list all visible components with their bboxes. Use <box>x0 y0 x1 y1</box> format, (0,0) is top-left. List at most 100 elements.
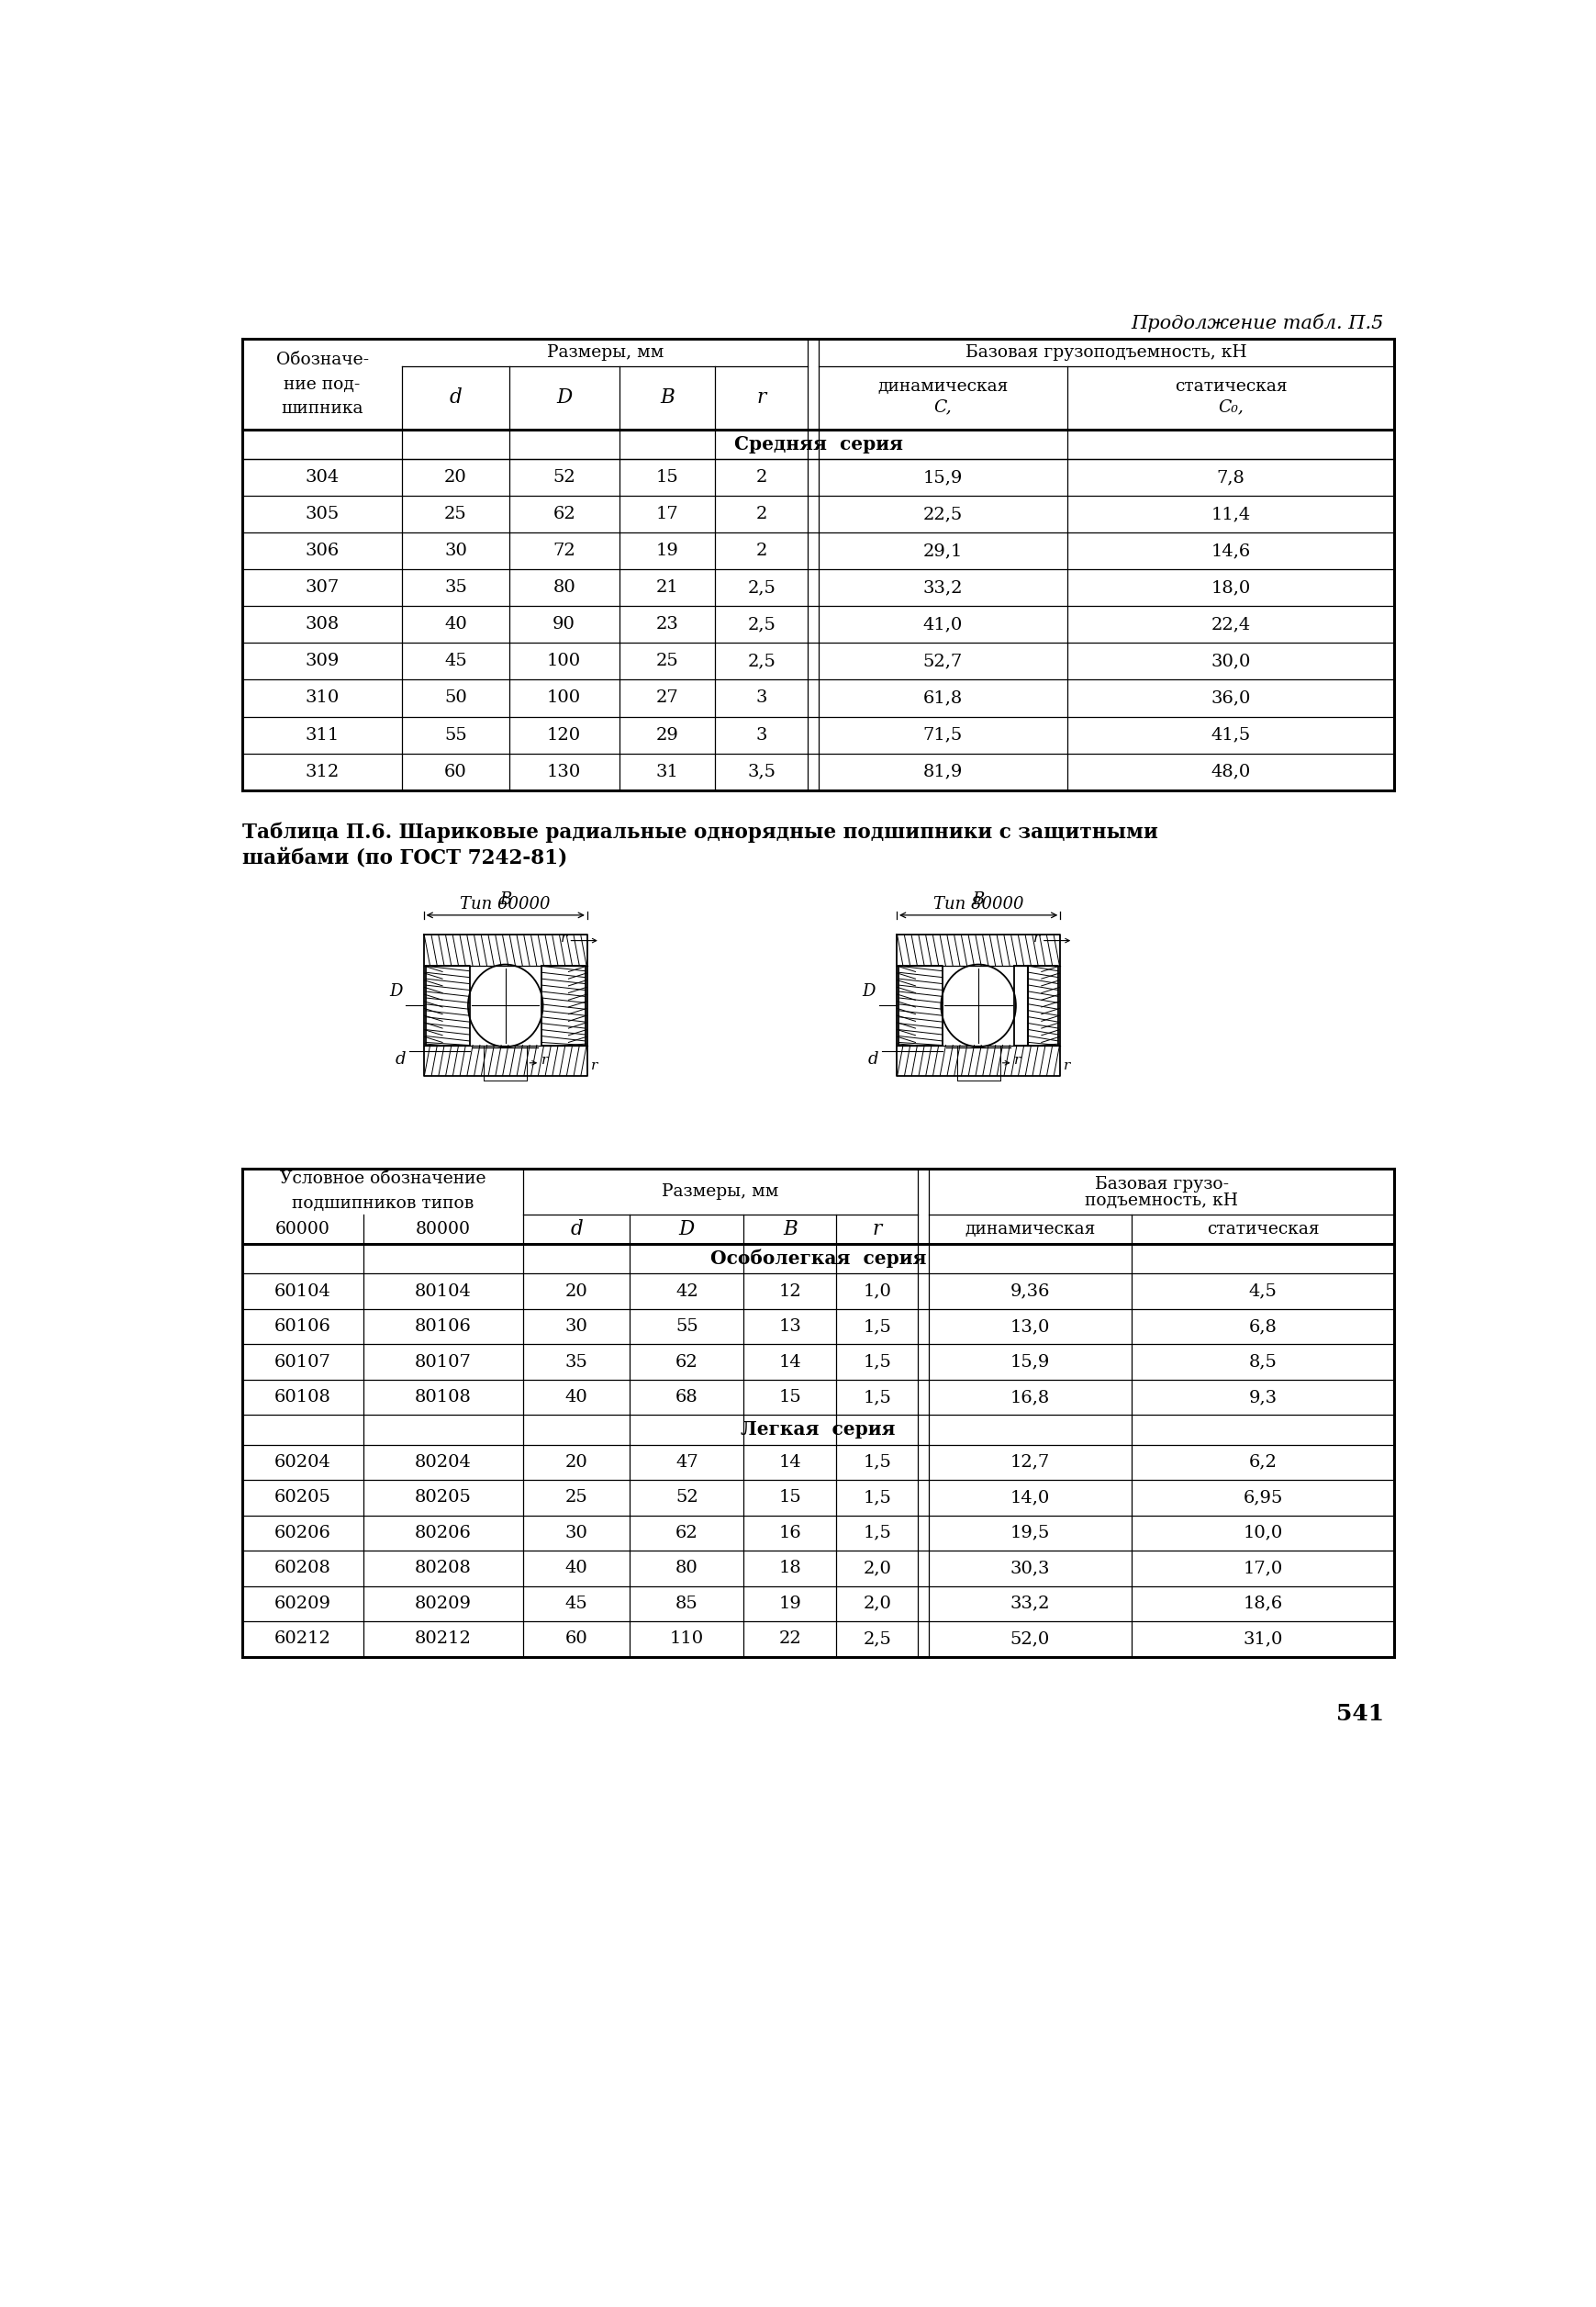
Text: r: r <box>1013 1054 1020 1066</box>
Text: 10,0: 10,0 <box>1242 1525 1282 1541</box>
Text: 17: 17 <box>656 505 678 524</box>
Text: 50: 50 <box>444 690 466 706</box>
Text: 19,5: 19,5 <box>1010 1525 1049 1541</box>
Text: 30: 30 <box>444 542 466 558</box>
Text: 6,95: 6,95 <box>1242 1490 1282 1506</box>
Text: 30: 30 <box>565 1317 587 1336</box>
Text: 1,5: 1,5 <box>862 1317 891 1336</box>
Text: 3,5: 3,5 <box>747 764 776 780</box>
Text: 100: 100 <box>547 690 581 706</box>
Text: 55: 55 <box>675 1317 697 1336</box>
Text: 14,0: 14,0 <box>1010 1490 1049 1506</box>
Text: подъемность, кН: подъемность, кН <box>1084 1193 1237 1209</box>
Text: 312: 312 <box>305 764 340 780</box>
Text: 19: 19 <box>656 542 678 558</box>
Text: 6,2: 6,2 <box>1248 1453 1277 1470</box>
Text: Средняя  серия: Средняя серия <box>734 436 902 454</box>
Text: 62: 62 <box>675 1354 697 1370</box>
Text: Условное обозначение
подшипников типов: Условное обозначение подшипников типов <box>279 1172 485 1211</box>
Text: d: d <box>570 1218 583 1239</box>
Text: 25: 25 <box>444 505 466 524</box>
Text: 307: 307 <box>305 579 340 595</box>
Text: 1,5: 1,5 <box>862 1354 891 1370</box>
Text: 80: 80 <box>552 579 575 595</box>
Text: d: d <box>396 1052 405 1068</box>
Text: 60000: 60000 <box>275 1220 330 1237</box>
Text: 13: 13 <box>779 1317 801 1336</box>
Text: 40: 40 <box>565 1389 587 1405</box>
Text: 47: 47 <box>675 1453 697 1470</box>
Text: 16,8: 16,8 <box>1010 1389 1049 1405</box>
Text: 81,9: 81,9 <box>922 764 962 780</box>
Text: 2,5: 2,5 <box>862 1631 891 1647</box>
Text: 8,5: 8,5 <box>1248 1354 1277 1370</box>
Text: C,: C, <box>934 399 951 415</box>
Text: 80204: 80204 <box>415 1453 471 1470</box>
Text: 2: 2 <box>755 542 766 558</box>
Text: 62: 62 <box>675 1525 697 1541</box>
Text: 61,8: 61,8 <box>922 690 962 706</box>
Text: 6,8: 6,8 <box>1248 1317 1277 1336</box>
Text: 18,0: 18,0 <box>1210 579 1250 595</box>
Text: 60208: 60208 <box>275 1560 330 1576</box>
Text: 45: 45 <box>565 1596 587 1613</box>
Text: 1,5: 1,5 <box>862 1490 891 1506</box>
Text: 80: 80 <box>675 1560 697 1576</box>
Text: 60209: 60209 <box>275 1596 330 1613</box>
Text: B: B <box>500 891 511 909</box>
Text: 52,7: 52,7 <box>922 653 962 669</box>
Text: 2,5: 2,5 <box>747 616 776 632</box>
Text: 18: 18 <box>779 1560 801 1576</box>
Text: 1,5: 1,5 <box>862 1389 891 1405</box>
Text: 80212: 80212 <box>415 1631 471 1647</box>
Text: 2: 2 <box>755 468 766 487</box>
Text: Тип 60000: Тип 60000 <box>460 895 551 914</box>
Text: 100: 100 <box>547 653 581 669</box>
Text: 60206: 60206 <box>275 1525 330 1541</box>
Text: 2,5: 2,5 <box>747 579 776 595</box>
Text: 42: 42 <box>675 1283 697 1299</box>
Text: 41,5: 41,5 <box>1210 727 1250 743</box>
Text: 40: 40 <box>444 616 466 632</box>
Text: 15,9: 15,9 <box>922 468 962 487</box>
Text: 60212: 60212 <box>275 1631 330 1647</box>
Text: 60106: 60106 <box>275 1317 330 1336</box>
Text: 60104: 60104 <box>275 1283 330 1299</box>
Text: Особолегкая  серия: Особолегкая серия <box>710 1250 926 1269</box>
Text: 22,4: 22,4 <box>1210 616 1250 632</box>
Text: Таблица П.6. Шариковые радиальные однорядные подшипники с защитными: Таблица П.6. Шариковые радиальные одноря… <box>243 821 1157 842</box>
Text: 120: 120 <box>547 727 581 743</box>
Text: 2,5: 2,5 <box>747 653 776 669</box>
Text: 80107: 80107 <box>415 1354 471 1370</box>
Text: 85: 85 <box>675 1596 697 1613</box>
Text: r: r <box>757 388 766 408</box>
Text: 304: 304 <box>305 468 340 487</box>
Text: Базовая грузоподъемность, кН: Базовая грузоподъемность, кН <box>966 344 1246 360</box>
Text: 90: 90 <box>552 616 575 632</box>
Text: 14: 14 <box>779 1453 801 1470</box>
Text: 15,9: 15,9 <box>1010 1354 1049 1370</box>
Text: 12: 12 <box>779 1283 801 1299</box>
Text: 21: 21 <box>656 579 678 595</box>
Text: 52: 52 <box>675 1490 697 1506</box>
Text: r: r <box>591 1059 597 1073</box>
Text: 15: 15 <box>656 468 678 487</box>
Text: 45: 45 <box>444 653 466 669</box>
Text: 311: 311 <box>305 727 340 743</box>
Text: D: D <box>678 1218 694 1239</box>
Text: 17,0: 17,0 <box>1242 1560 1282 1576</box>
Text: 41,0: 41,0 <box>922 616 962 632</box>
Text: 60: 60 <box>444 764 466 780</box>
Text: 15: 15 <box>779 1490 801 1506</box>
Text: 7,8: 7,8 <box>1216 468 1245 487</box>
Text: Продолжение табл. П.5: Продолжение табл. П.5 <box>1130 314 1384 332</box>
Text: 62: 62 <box>552 505 575 524</box>
Text: 110: 110 <box>669 1631 704 1647</box>
Text: 306: 306 <box>305 542 340 558</box>
Text: C₀,: C₀, <box>1218 399 1243 415</box>
Text: 30: 30 <box>565 1525 587 1541</box>
Text: 23: 23 <box>656 616 678 632</box>
Text: 60204: 60204 <box>275 1453 330 1470</box>
Text: 1,0: 1,0 <box>862 1283 891 1299</box>
Text: 1,5: 1,5 <box>862 1453 891 1470</box>
